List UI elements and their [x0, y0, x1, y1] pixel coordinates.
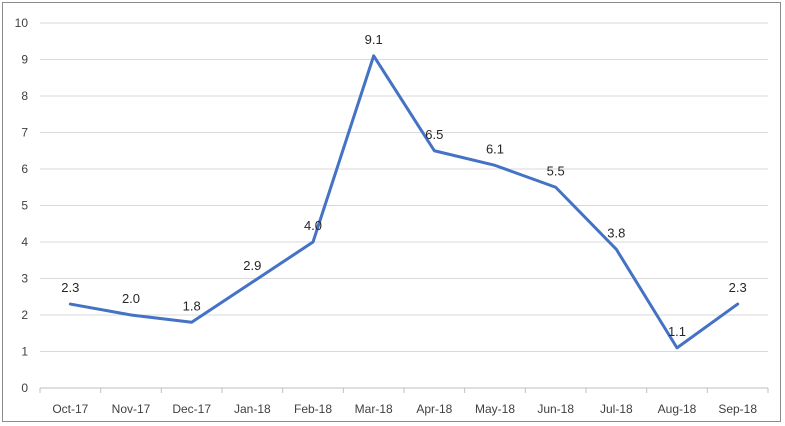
x-axis: [39, 387, 769, 393]
data-label: 2.3: [729, 280, 747, 295]
series-group: [68, 54, 740, 350]
data-labels: 2.3 2.0 1.8 2.9 4.0 9.1 6.5 6.1 5.5 3.8 1.1 2.3: [61, 32, 746, 339]
data-label: 3.8: [607, 225, 625, 240]
x-tick-label: Jan-18: [234, 402, 271, 416]
y-tick-label: 4: [21, 235, 28, 249]
x-tick-label: Jun-18: [537, 402, 574, 416]
y-tick-label: 7: [21, 126, 28, 140]
series-line: [68, 54, 740, 350]
y-tick-label: 8: [21, 89, 28, 103]
x-tick-label: Mar-18: [355, 402, 393, 416]
x-tick-label: Aug-18: [658, 402, 697, 416]
x-tick-label: Apr-18: [416, 402, 452, 416]
y-tick-label: 5: [21, 199, 28, 213]
x-tick-label: Oct-17: [52, 402, 88, 416]
x-axis-ticks: Oct-17 Nov-17 Dec-17 Jan-18 Feb-18 Mar-18 Apr-…: [52, 402, 757, 416]
data-label: 4.0: [304, 218, 322, 233]
data-label: 6.1: [486, 141, 504, 156]
x-tick-label: May-18: [475, 402, 515, 416]
x-tick-label: Jul-18: [600, 402, 633, 416]
data-label: 2.3: [61, 280, 79, 295]
y-tick-label: 10: [15, 16, 29, 30]
x-tick-label: Sep-18: [718, 402, 757, 416]
data-label: 1.1: [668, 324, 686, 339]
data-label: 6.5: [425, 127, 443, 142]
x-tick-label: Feb-18: [294, 402, 332, 416]
data-label: 5.5: [547, 163, 565, 178]
y-tick-label: 6: [21, 162, 28, 176]
y-axis-ticks: 0 1 2 3 4 5 6 7 8 9 10: [15, 16, 29, 395]
data-label: 1.8: [183, 298, 201, 313]
y-tick-label: 1: [21, 345, 28, 359]
data-label: 9.1: [365, 32, 383, 47]
y-tick-label: 9: [21, 53, 28, 67]
x-tick-label: Nov-17: [112, 402, 151, 416]
y-tick-label: 3: [21, 272, 28, 286]
y-tick-label: 2: [21, 308, 28, 322]
y-tick-label: 0: [21, 381, 28, 395]
gridlines: [40, 22, 768, 352]
data-label: 2.9: [243, 258, 261, 273]
x-tick-label: Dec-17: [172, 402, 211, 416]
data-label: 2.0: [122, 291, 140, 306]
